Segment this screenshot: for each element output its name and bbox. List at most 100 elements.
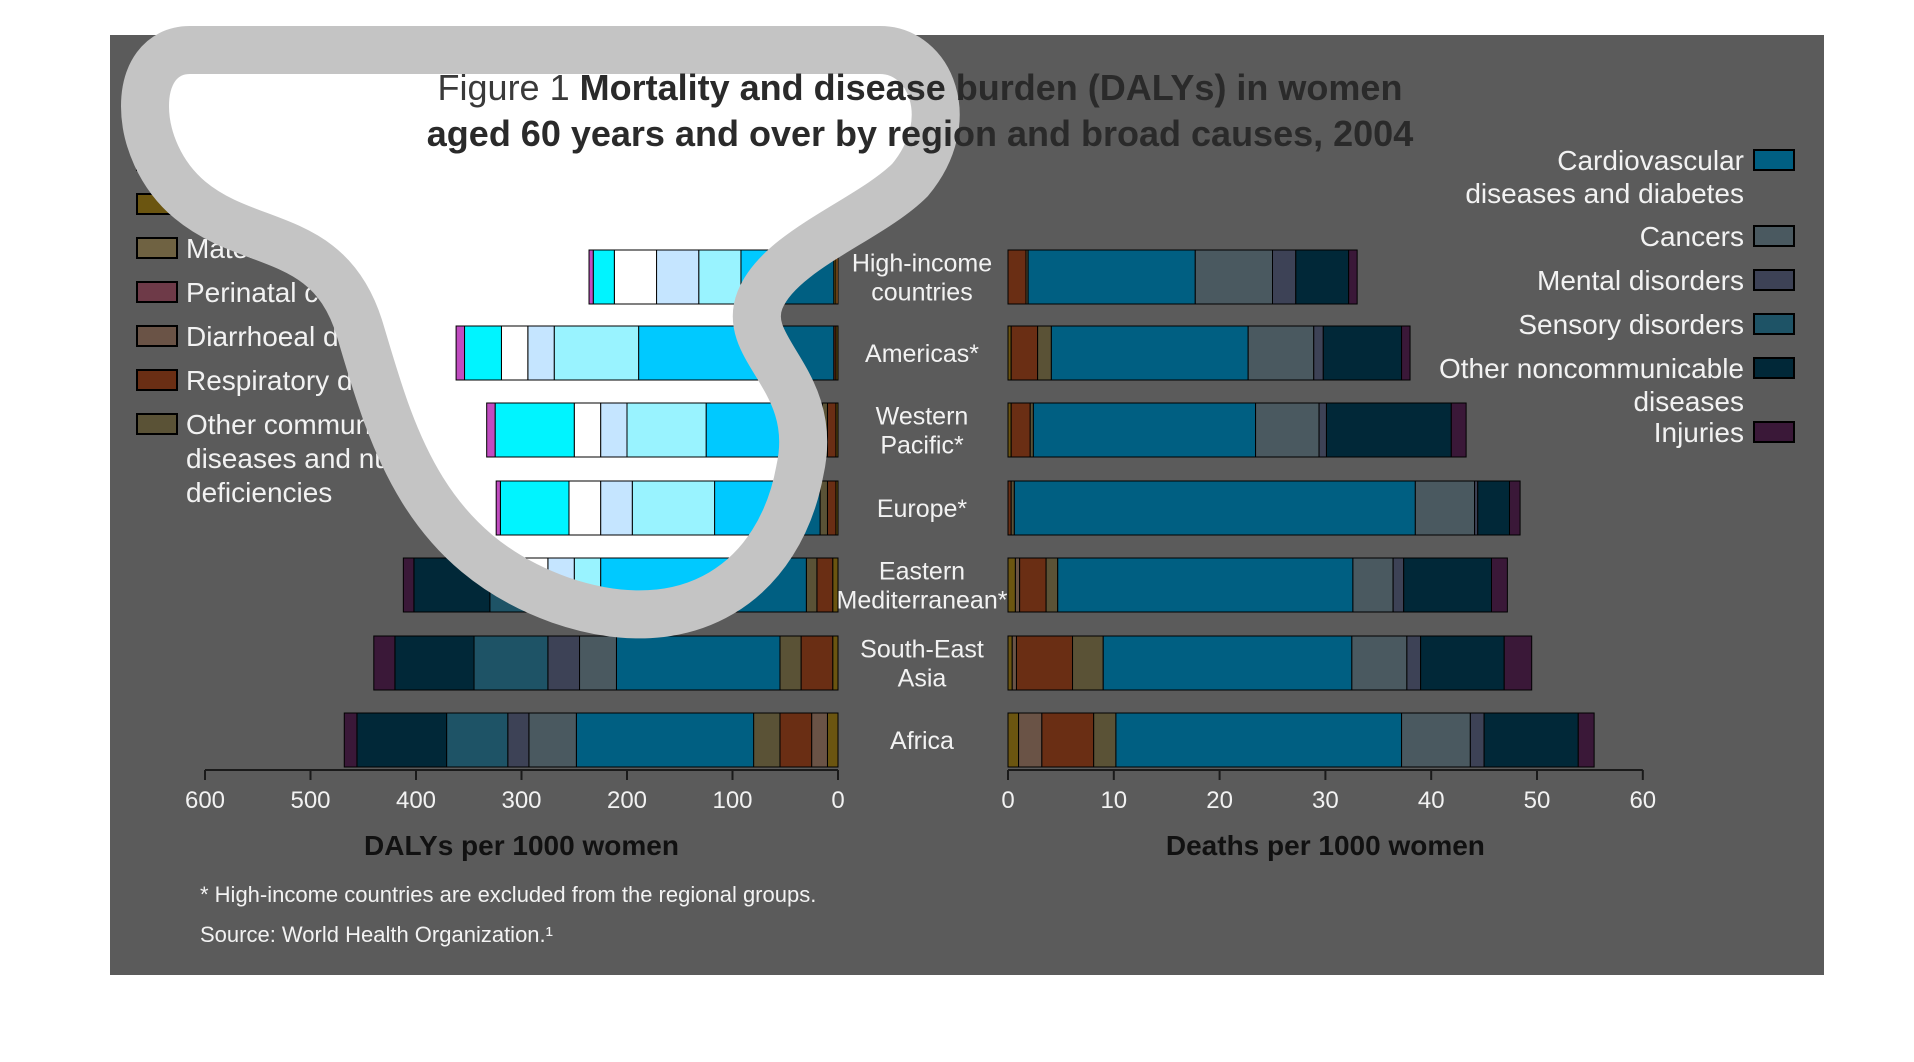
left-bar-africa-sensory-disorders <box>446 712 509 768</box>
left-bar-americas-mental-disorders-tinted <box>527 325 555 381</box>
right-bar-eastern-mediterranean-respiratory-diseases <box>1019 557 1047 613</box>
right-bar-western-pacific-cancers <box>1255 402 1320 458</box>
right-bar-africa-cardiovascular <box>1115 712 1403 768</box>
left-bar-south-east-asia-sensory-disorders <box>473 635 549 691</box>
right-bar-africa-diarrhoeal-diseases <box>1018 712 1043 768</box>
left-tick-label-300: 300 <box>501 787 541 814</box>
highlight-bubble-border <box>121 26 960 639</box>
right-bar-europe-injuries <box>1508 480 1521 536</box>
footnote: * High-income countries are excluded fro… <box>200 882 816 907</box>
right-bar-americas-respiratory-diseases <box>1010 325 1039 381</box>
left-bar-western-pacific-injuries-tinted <box>486 402 496 458</box>
left-tick-label-200: 200 <box>607 787 647 814</box>
right-bar-south-east-asia-other-communicable <box>1072 635 1104 691</box>
right-bar-south-east-asia-cardiovascular <box>1102 635 1353 691</box>
legend-right-cancers-swatch <box>1753 225 1795 247</box>
left-tick-label-600: 600 <box>185 787 225 814</box>
legend-right-sensory-disorders-swatch <box>1753 313 1795 335</box>
left-bar-south-east-asia-respiratory-diseases <box>800 635 834 691</box>
legend-right-mental-disorders-swatch <box>1753 269 1795 291</box>
left-bar-europe-respiratory-diseases <box>826 480 837 536</box>
left-bar-south-east-asia-tb-and-malaria <box>832 635 839 691</box>
category-label-americas: Americas* <box>865 340 979 368</box>
category-label-western-pacific: Western Pacific* <box>876 403 969 460</box>
right-bar-south-east-asia-tb-and-malaria <box>1007 635 1013 691</box>
right-bar-americas-other-noncommunicable <box>1322 325 1403 381</box>
right-bar-south-east-asia-injuries <box>1503 635 1533 691</box>
right-bar-americas-other-communicable <box>1037 325 1052 381</box>
legend-right-cancers-label: Cancers <box>1640 221 1744 252</box>
right-bar-americas-cancers <box>1247 325 1315 381</box>
left-tick-label-500: 500 <box>290 787 330 814</box>
right-bar-eastern-mediterranean-diarrhoeal-diseases <box>1014 557 1021 613</box>
right-bar-europe-other-noncommunicable <box>1477 480 1510 536</box>
right-bar-western-pacific-other-noncommunicable <box>1325 402 1452 458</box>
right-bar-western-pacific-respiratory-diseases <box>1010 402 1031 458</box>
right-bar-western-pacific-injuries <box>1450 402 1467 458</box>
left-bar-western-pacific-mental-disorders-tinted <box>600 402 628 458</box>
legend-right-cardiovascular-diseases-and-diabetes-label: Cardiovascular diseases and diabetes <box>1465 145 1744 209</box>
legend-left-maternal-conditions-swatch <box>136 237 178 259</box>
left-bar-africa-injuries <box>343 712 358 768</box>
left-bar-europe-mental-disorders-tinted <box>600 480 633 536</box>
right-tick-label-40: 40 <box>1418 787 1445 814</box>
right-tick-label-30: 30 <box>1312 787 1339 814</box>
right-bar-high-income-countries-other-noncommunicable <box>1295 249 1350 305</box>
right-bar-europe-cancers <box>1414 480 1476 536</box>
left-bar-western-pacific-sensory-disorders-tinted <box>573 402 602 458</box>
left-bar-high-income-countries-mental-disorders-tinted <box>656 249 700 305</box>
right-bar-americas-mental-disorders <box>1313 325 1324 381</box>
chart-title: Figure 1 Mortality and disease burden (D… <box>438 67 1403 108</box>
right-bar-africa-tb-and-malaria <box>1007 712 1020 768</box>
right-bar-africa-other-noncommunicable <box>1483 712 1579 768</box>
right-bar-south-east-asia-diarrhoeal-diseases <box>1011 635 1017 691</box>
right-bar-western-pacific-mental-disorders <box>1318 402 1327 458</box>
right-bar-eastern-mediterranean-cardiovascular <box>1057 557 1354 613</box>
legend-left-diarrhoeal-diseases-swatch <box>136 325 178 347</box>
left-tick-label-0: 0 <box>831 787 844 814</box>
right-bar-eastern-mediterranean-cancers <box>1352 557 1394 613</box>
left-bar-africa-cardiovascular <box>575 712 755 768</box>
category-label-south-east-asia: South-East Asia <box>860 636 984 693</box>
right-bar-western-pacific-cardiovascular <box>1032 402 1257 458</box>
legend-right-other-noncommunicable-diseases-label: Other noncommunicable diseases <box>1439 353 1744 417</box>
left-bar-eastern-mediterranean-injuries <box>402 557 415 613</box>
left-bar-africa-diarrhoeal-diseases <box>811 712 828 768</box>
left-bar-europe-other-noncommunicable-tinted <box>499 480 570 536</box>
right-bar-high-income-countries-cancers <box>1194 249 1273 305</box>
right-bar-eastern-mediterranean-other-noncommunicable <box>1403 557 1493 613</box>
right-bar-high-income-countries-cardiovascular <box>1027 249 1196 305</box>
left-bar-south-east-asia-cardiovascular <box>615 635 781 691</box>
right-bar-europe-cardiovascular <box>1013 480 1416 536</box>
left-bar-high-income-countries-other-noncommunicable-tinted <box>592 249 615 305</box>
category-label-high-income-countries: High-income countries <box>852 250 992 307</box>
left-bar-south-east-asia-mental-disorders <box>547 635 581 691</box>
left-tick-label-400: 400 <box>396 787 436 814</box>
right-bar-americas-cardiovascular <box>1050 325 1249 381</box>
left-bar-africa-respiratory-diseases <box>779 712 813 768</box>
left-bar-south-east-asia-injuries <box>373 635 396 691</box>
left-bar-europe-other-communicable <box>819 480 828 536</box>
left-tick-label-100: 100 <box>712 787 752 814</box>
left-bar-americas-other-noncommunicable-tinted <box>464 325 502 381</box>
legend-right-other-noncommunicable-diseases-swatch <box>1753 357 1795 379</box>
right-tick-label-20: 20 <box>1206 787 1233 814</box>
legend-left-other-communicable-diseases-and-nutritional-deficiencies-swatch <box>136 413 178 435</box>
category-label-africa: Africa <box>890 727 954 755</box>
right-bar-south-east-asia-other-noncommunicable <box>1420 635 1505 691</box>
left-bar-south-east-asia-other-noncommunicable <box>394 635 475 691</box>
right-bar-africa-injuries <box>1577 712 1595 768</box>
right-bar-south-east-asia-cancers <box>1351 635 1408 691</box>
left-bar-americas-injuries-tinted <box>455 325 466 381</box>
left-bar-americas-sensory-disorders-tinted <box>500 325 529 381</box>
left-bar-africa-other-noncommunicable <box>356 712 448 768</box>
right-bar-americas-injuries <box>1401 325 1411 381</box>
left-bar-south-east-asia-cancers <box>579 635 617 691</box>
right-bar-south-east-asia-respiratory-diseases <box>1015 635 1074 691</box>
right-bar-eastern-mediterranean-other-communicable <box>1045 557 1059 613</box>
right-bar-eastern-mediterranean-mental-disorders <box>1392 557 1405 613</box>
legend-right-sensory-disorders-label: Sensory disorders <box>1518 309 1744 340</box>
right-bar-africa-other-communicable <box>1093 712 1117 768</box>
left-x-axis-label: DALYs per 1000 women <box>364 830 679 861</box>
left-bar-europe-cancers-tinted <box>631 480 716 536</box>
